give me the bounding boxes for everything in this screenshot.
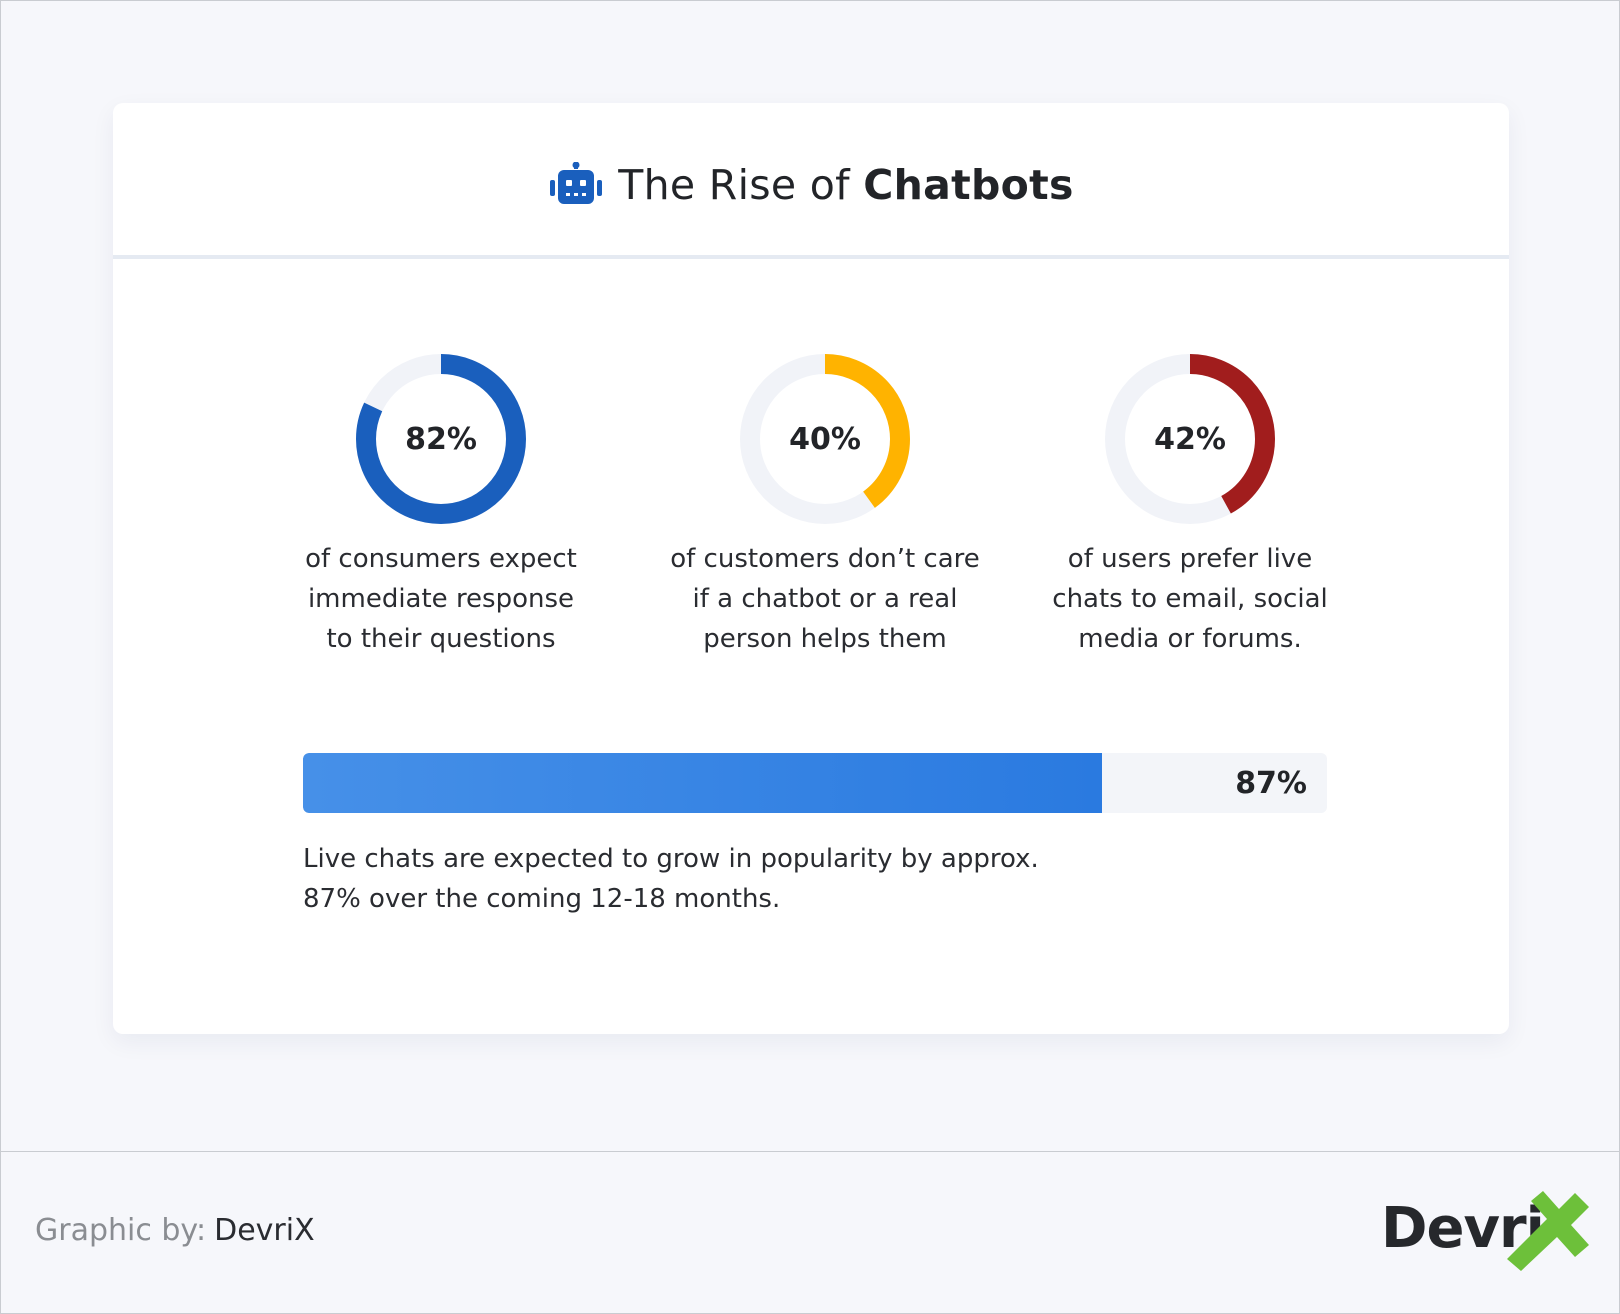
progress-caption: Live chats are expected to grow in popul… <box>303 839 1203 919</box>
progress-fill <box>303 753 1102 813</box>
card-header: The Rise of Chatbots <box>113 103 1509 259</box>
caption-line: immediate response <box>307 584 575 614</box>
infographic-area: The Rise of Chatbots 82% of consumers ex… <box>1 1 1619 1152</box>
caption-line: chats to email, social <box>1052 584 1328 614</box>
donut-value: 42% <box>1154 421 1226 457</box>
page-title: The Rise of Chatbots <box>618 161 1073 209</box>
devrix-logo: Devri <box>1381 1189 1591 1271</box>
donut-value: 82% <box>405 421 477 457</box>
donut-arc <box>740 354 910 524</box>
footer-credit: Graphic by: DevriX <box>35 1213 315 1248</box>
stat-caption: of users prefer live chats to email, soc… <box>1030 539 1350 659</box>
donut-arc <box>1105 354 1275 524</box>
title-prefix: The Rise of <box>618 161 864 209</box>
stat-caption: of customers don’t care if a chatbot or … <box>665 539 985 659</box>
robot-icon <box>550 162 603 204</box>
progress-value: 87% <box>1235 765 1307 801</box>
footer-label: Graphic by: <box>35 1213 207 1248</box>
stat-caption: of consumers expect immediate response t… <box>281 539 601 659</box>
donut-svg <box>356 354 526 524</box>
caption-line: Live chats are expected to grow in popul… <box>303 844 1039 874</box>
title-emphasis: Chatbots <box>863 161 1074 209</box>
caption-line: if a chatbot or a real <box>692 584 958 614</box>
donut-svg <box>1105 354 1275 524</box>
donut-arc <box>356 354 526 524</box>
infographic-card: The Rise of Chatbots <box>113 103 1509 1034</box>
caption-line: of consumers expect <box>305 544 577 574</box>
progress-bar: 87% <box>303 753 1327 813</box>
donut-chart-82: 82% <box>353 351 529 527</box>
caption-line: person helps them <box>703 624 947 654</box>
x-mark-icon <box>1507 1191 1589 1271</box>
caption-line: to their questions <box>326 624 556 654</box>
caption-line: 87% over the coming 12-18 months. <box>303 884 781 914</box>
donut-value: 40% <box>789 421 861 457</box>
caption-line: of customers don’t care <box>670 544 980 574</box>
title-row: The Rise of Chatbots <box>113 155 1509 215</box>
caption-line: media or forums. <box>1078 624 1302 654</box>
footer-brand: DevriX <box>214 1213 315 1248</box>
caption-line: of users prefer live <box>1067 544 1313 574</box>
donut-svg <box>740 354 910 524</box>
donut-chart-40: 40% <box>737 351 913 527</box>
donut-chart-42: 42% <box>1102 351 1278 527</box>
